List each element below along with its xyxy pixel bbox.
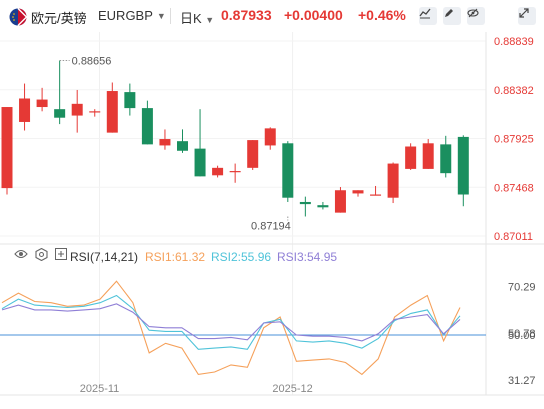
last-price: 0.87933 <box>221 7 272 23</box>
candle-body <box>19 98 31 122</box>
chart-header: 欧元/英镑 EURGBP ▼ 日K ▼ 0.87933 +0.00400 +0.… <box>0 0 544 32</box>
rsi-name: RSI(7,14,21) <box>70 250 139 264</box>
candle-body <box>159 139 171 146</box>
price-tick-label: 0.88382 <box>494 85 534 97</box>
rsi-tick-label: 50.78 <box>508 328 536 340</box>
candle-body <box>1 107 13 189</box>
candle-body <box>457 136 469 195</box>
candle-body <box>317 205 329 208</box>
time-axis: 2025-11 2025-12 <box>80 383 313 395</box>
annotation-label: 0.88656 <box>72 56 112 68</box>
price-tick-label: 0.87925 <box>494 134 534 146</box>
rsi-tick-label: 31.27 <box>508 375 536 387</box>
rsi-line-rsi2 <box>1 294 461 350</box>
period-selector[interactable]: 日K ▼ <box>180 8 214 27</box>
symbol-selector[interactable]: EURGBP ▼ <box>98 8 166 23</box>
candle-body <box>89 111 101 113</box>
candle-body <box>282 143 294 198</box>
candle-body <box>106 91 118 133</box>
expand-icon[interactable] <box>518 7 536 25</box>
pencil-icon[interactable] <box>443 7 461 25</box>
rsi-series <box>0 280 486 376</box>
candle-body <box>264 128 276 146</box>
chart-line-icon[interactable] <box>419 7 437 25</box>
rsi-line-rsi1 <box>1 280 461 376</box>
candle-body <box>387 163 399 198</box>
rsi1-value: RSI1:61.32 <box>145 250 206 264</box>
time-tick-label: 2025-12 <box>272 383 312 395</box>
rsi-line-rsi3 <box>1 303 461 342</box>
candle-body <box>440 144 452 174</box>
candle-body <box>212 167 224 176</box>
candle-body <box>229 171 241 173</box>
candle-body <box>141 108 153 145</box>
rsi3-value: RSI3:54.95 <box>277 250 338 264</box>
price-change: +0.00400 <box>284 7 343 23</box>
rsi-tick-label: 50.00 <box>508 330 536 342</box>
candle-body <box>405 146 417 169</box>
candle-body <box>177 141 188 151</box>
price-tick-label: 0.87468 <box>494 182 534 194</box>
chevron-down-icon: ▼ <box>156 10 166 21</box>
symbol-code: EURGBP <box>98 8 153 23</box>
candle-body <box>247 140 259 168</box>
pair-name: 欧元/英镑 <box>31 11 87 26</box>
eur-gbp-flag-icon <box>9 8 27 26</box>
candle-body <box>352 190 364 194</box>
annotation-label: 0.87194 <box>251 220 291 232</box>
price-tick-label: 0.88839 <box>494 36 534 48</box>
period-label: 日K <box>180 11 202 26</box>
candle-body <box>194 148 206 177</box>
price-annotations: 0.88656 0.87194 <box>59 56 291 232</box>
chevron-down-icon: ▼ <box>205 15 215 25</box>
price-tick-label: 0.87011 <box>494 231 533 243</box>
price-axis: 0.88839 0.88382 0.87925 0.87468 0.87011 <box>494 36 534 243</box>
candle-body <box>370 194 382 196</box>
candle-body <box>334 190 346 213</box>
candlestick-series <box>1 60 469 217</box>
divider <box>170 8 171 24</box>
eye-off-icon[interactable] <box>467 7 485 25</box>
candle-body <box>422 143 434 169</box>
candle-body <box>36 99 48 108</box>
rsi-tick-label: 70.29 <box>508 281 536 293</box>
time-tick-label: 2025-11 <box>80 383 120 395</box>
candle-body <box>299 201 311 205</box>
candle-body <box>71 103 83 116</box>
candle-body <box>124 92 136 109</box>
grid-lines <box>0 32 544 396</box>
price-change-pct: +0.46% <box>358 7 406 23</box>
candle-body <box>54 109 66 118</box>
rsi2-value: RSI2:55.96 <box>211 250 272 264</box>
